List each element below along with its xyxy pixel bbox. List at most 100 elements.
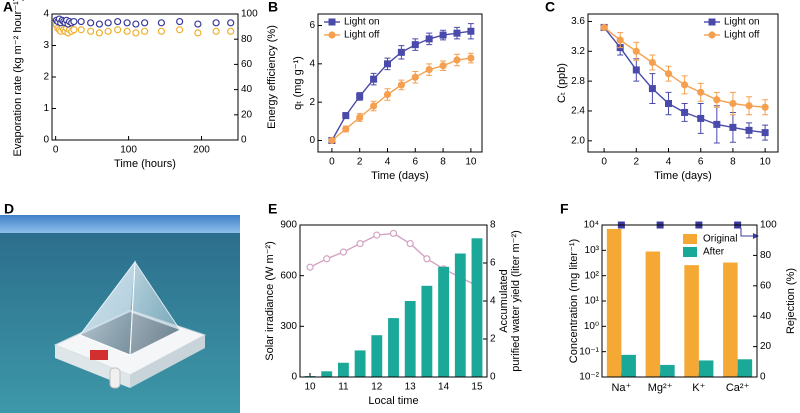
x-tick-label: Mg²⁺ (648, 382, 673, 394)
panel-label: E (268, 201, 277, 217)
x-tick-label: 13 (405, 382, 417, 393)
legend-swatch (683, 234, 697, 244)
marker (141, 19, 149, 27)
marker (664, 70, 673, 78)
x-tick-label: Na⁺ (611, 382, 631, 394)
x-tick-label: 4 (385, 157, 391, 168)
marker (342, 112, 350, 120)
glass (80, 262, 135, 335)
y2-tick-label: 100 (760, 220, 777, 231)
y-tick-label: 0 (43, 135, 49, 146)
marker (713, 120, 721, 128)
legend-marker (708, 31, 716, 39)
plot-frame (51, 13, 239, 141)
plot-frame (317, 13, 483, 153)
marker (397, 48, 405, 56)
bar (737, 359, 753, 377)
bar (354, 350, 366, 377)
bar (606, 228, 622, 377)
marker (745, 126, 753, 134)
marker (373, 231, 381, 239)
panel-label: D (4, 201, 14, 217)
x-tick-label: 6 (698, 157, 704, 168)
bar (388, 318, 399, 377)
sky (0, 215, 240, 233)
y2-tick-label: 8 (490, 220, 496, 231)
x-tick-label: 15 (471, 382, 483, 393)
bar (660, 364, 675, 377)
glass (129, 260, 181, 356)
x-axis-label: Time (hours) (114, 158, 176, 170)
marker (194, 29, 202, 37)
legend-marker (328, 31, 336, 39)
legend-label: Light off (344, 30, 380, 41)
x-tick-label: 11 (338, 382, 349, 393)
bar (404, 301, 416, 377)
y2-tick-label: 80 (760, 250, 772, 261)
marker (406, 239, 414, 248)
panel-label: C (545, 0, 555, 15)
x-tick-label: 8 (730, 157, 736, 168)
marker (356, 113, 364, 122)
y-axis-label: Solar irradiance (W m⁻²) (264, 241, 276, 361)
marker (212, 27, 220, 35)
marker (70, 17, 78, 26)
y2-axis-label: Rejection (%) (785, 268, 797, 334)
y2-tick-label: 40 (241, 84, 253, 95)
marker (439, 62, 447, 70)
marker (729, 99, 737, 108)
marker (370, 75, 378, 83)
bar (438, 266, 450, 377)
marker (323, 255, 331, 263)
marker (697, 88, 705, 96)
x-tick-label: 2 (634, 157, 640, 168)
marker (383, 90, 392, 99)
marker (729, 123, 737, 131)
y2-tick-label: 2 (490, 334, 496, 345)
marker (681, 108, 689, 116)
y-tick-label: 10⁴ (584, 220, 599, 231)
marker (342, 125, 350, 133)
marker (616, 36, 624, 44)
y-tick-label: 3 (43, 40, 49, 51)
marker (467, 27, 475, 35)
y-tick-label: 10¹ (585, 296, 600, 307)
marker (453, 29, 461, 37)
y-tick-label: 3.2 (571, 46, 585, 57)
marker (176, 26, 184, 34)
y2-tick-label: 0 (490, 372, 496, 383)
legend-marker (708, 18, 716, 26)
marker (339, 248, 348, 256)
legend-label: Light off (724, 30, 760, 41)
marker (761, 103, 769, 111)
x-tick-label: 6 (413, 157, 419, 168)
marker (411, 73, 419, 81)
marker (467, 54, 475, 62)
photo: D (0, 201, 240, 413)
bar (337, 362, 349, 377)
x-tick-label: 200 (193, 145, 210, 156)
marker (356, 92, 364, 100)
y2-tick-label: 60 (760, 280, 772, 291)
marker (123, 19, 131, 27)
bar (321, 371, 333, 377)
y-tick-label: 1 (43, 103, 49, 114)
x-axis-label: Time (days) (654, 170, 712, 182)
marker (761, 129, 769, 137)
bar (684, 265, 699, 377)
marker (423, 255, 431, 263)
x-tick-label: 2 (357, 157, 363, 168)
y-tick-label: 10⁰ (584, 321, 599, 332)
marker (227, 19, 235, 27)
marker (95, 20, 104, 28)
bar (723, 262, 738, 377)
marker (425, 35, 433, 43)
plot-frame (299, 224, 488, 378)
y-tick-label: 10⁻² (579, 372, 599, 383)
valve (90, 350, 108, 360)
y-axis-label: Cₜ (ppb) (556, 63, 568, 103)
legend-label: Light on (344, 17, 380, 28)
marker (95, 29, 104, 37)
y-tick-label: 4 (309, 58, 315, 69)
y2-tick-label: 0 (760, 372, 766, 383)
